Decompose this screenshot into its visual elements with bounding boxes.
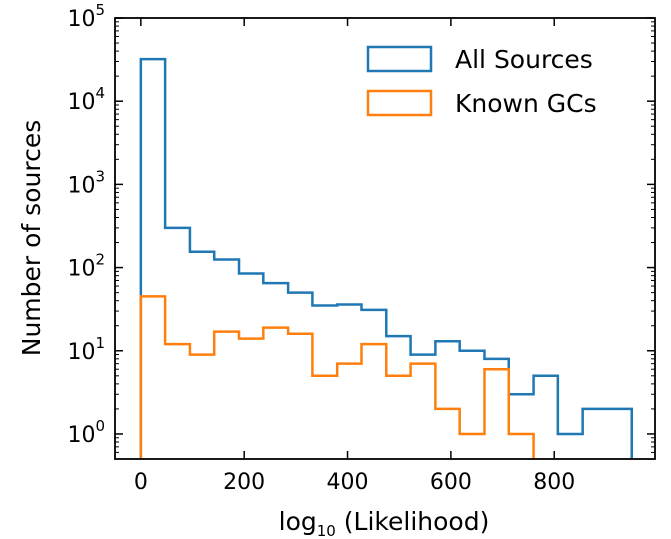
legend-swatch-all-sources — [366, 45, 433, 73]
legend: All Sources Known GCs — [366, 45, 597, 118]
x-tick-label: 600 — [430, 470, 472, 495]
x-tick-label: 0 — [134, 470, 148, 495]
y-axis-label: Number of sources — [17, 120, 46, 356]
y-tick-label: 102 — [67, 251, 105, 282]
histogram-series-all-sources — [139, 57, 633, 459]
legend-label-all-sources: All Sources — [455, 45, 593, 74]
histogram-series-known-gcs — [139, 295, 535, 459]
y-tick-label: 104 — [67, 84, 105, 115]
y-tick-label: 105 — [67, 1, 105, 32]
legend-swatch-known-gcs — [366, 89, 433, 117]
y-tick-label: 101 — [67, 334, 105, 365]
y-tick-label: 103 — [67, 167, 105, 198]
x-axis-label: log10 (Likelihood) — [279, 507, 490, 539]
x-tick-label: 800 — [533, 470, 575, 495]
series-layer — [139, 57, 633, 459]
y-tick-label: 100 — [67, 417, 105, 448]
x-tick-label: 200 — [223, 470, 265, 495]
legend-label-known-gcs: Known GCs — [455, 89, 597, 118]
x-tick-label: 400 — [327, 470, 369, 495]
plot-frame — [114, 17, 656, 460]
ticks-layer: 0 200 400 600 800 100 101 102 103 104 105 — [67, 1, 655, 495]
